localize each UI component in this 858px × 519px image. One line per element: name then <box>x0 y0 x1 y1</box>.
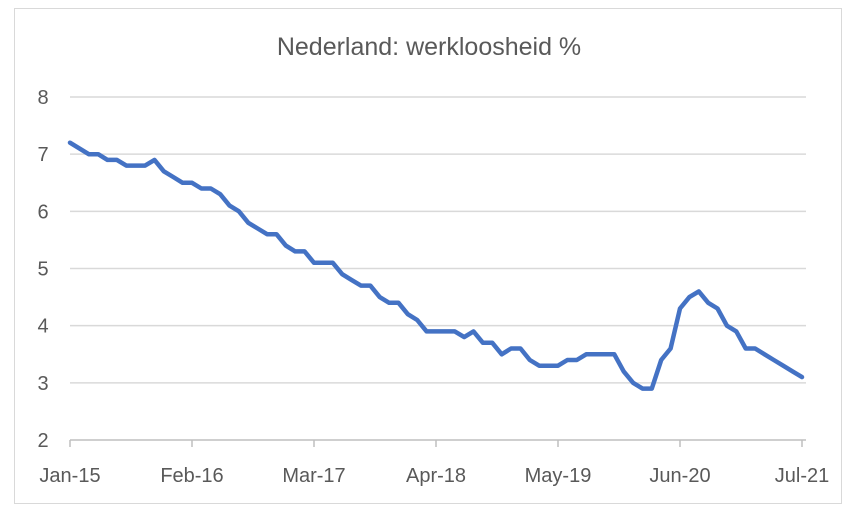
chart-frame: Nederland: werkloosheid % 2 3 4 5 6 7 8 Jan-15… <box>14 8 842 504</box>
y-tick-label: 6 <box>37 201 48 223</box>
y-tick-label: 7 <box>37 144 48 166</box>
x-tick-label: Apr-18 <box>406 465 466 487</box>
gridlines <box>70 96 806 384</box>
x-tick-label: Jan-15 <box>39 465 100 487</box>
x-tick-label: Feb-16 <box>160 465 223 487</box>
x-axis: Jan-15 Feb-16 Mar-17 Apr-18 May-19 Jun-20 Jul-… <box>39 439 829 487</box>
unemployment-series-line <box>67 140 805 391</box>
unemployment-line-chart: Nederland: werkloosheid % 2 3 4 5 6 7 8 Jan-15… <box>37 33 829 487</box>
x-tick-label: Jul-21 <box>775 465 829 487</box>
chart-title: Nederland: werkloosheid % <box>277 33 581 61</box>
y-tick-label: 3 <box>37 373 48 395</box>
series-layer <box>67 140 805 391</box>
y-axis-ticks: 2 3 4 5 6 7 8 <box>37 87 48 452</box>
x-tick-label: May-19 <box>525 465 592 487</box>
y-tick-label: 5 <box>37 259 48 281</box>
x-tick-label: Mar-17 <box>282 465 345 487</box>
y-tick-label: 8 <box>37 87 48 109</box>
y-tick-label: 4 <box>37 316 48 338</box>
x-tick-label: Jun-20 <box>649 465 710 487</box>
y-tick-label: 2 <box>37 430 48 452</box>
